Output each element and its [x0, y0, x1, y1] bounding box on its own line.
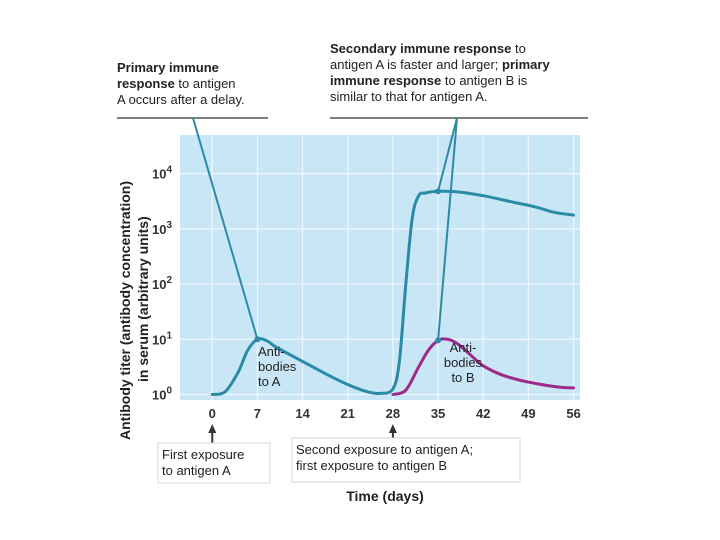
leader-dot-0 [254, 336, 261, 343]
series-label-0-line-2: to A [258, 374, 281, 389]
leader-line-0 [192, 117, 259, 340]
series-line-antibodies-to-b [391, 337, 575, 396]
annotations: Primary immune response to antigen A occur… [117, 41, 588, 344]
series-label-0-line-0: Anti- [258, 344, 285, 359]
exposure-caption-1-line-1: first exposure to antigen B [296, 458, 447, 473]
leader-dot-1 [435, 188, 442, 195]
series-label-1-line-2: to B [451, 370, 474, 385]
y-tick-label-3: 103 [152, 220, 172, 237]
x-tick-label-56: 56 [566, 406, 580, 421]
x-tick-label-14: 14 [295, 406, 310, 421]
annotation-primary-peak: Primary immune response to antigen A occur… [117, 60, 245, 107]
x-tick-label-7: 7 [254, 406, 261, 421]
series-label-0-line-1: bodies [258, 359, 297, 374]
leader-line-1 [437, 117, 458, 192]
exposure-arrow-head-0 [208, 424, 217, 433]
leader-line-1b [437, 117, 458, 341]
y-axis-label-line2: in serum (arbitrary units) [135, 216, 151, 382]
exposure-caption-1-line-0: Second exposure to antigen A; [296, 442, 473, 457]
y-tick-label-0: 100 [152, 385, 172, 402]
y-tick-label-4: 104 [152, 165, 172, 182]
x-tick-label-49: 49 [521, 406, 535, 421]
plot-area [180, 135, 580, 400]
axis-ticks: 0 7 14 21 28 35 42 49 56 100 101 102 103 104 [152, 165, 581, 421]
y-axis-label-line1: Antibody titer (antibody concentration) [117, 181, 133, 440]
y-tick-label-2: 102 [152, 275, 172, 292]
exposure-caption-box-0 [157, 442, 271, 484]
x-tick-label-35: 35 [431, 406, 445, 421]
gridlines [180, 135, 580, 400]
exposure-caption-0-line-0: First exposure [162, 447, 244, 462]
series-label-1-line-1: bodies [444, 355, 483, 370]
x-axis-label: Time (days) [346, 488, 424, 504]
exposure-caption-0-line-1: to antigen A [162, 463, 231, 478]
annotation-secondary-peak: Secondary immune response to antigen A is… [330, 41, 550, 104]
exposure-caption-box-1 [291, 437, 521, 483]
series-label-1-line-0: Anti- [450, 340, 477, 355]
y-tick-label-1: 101 [152, 330, 172, 347]
x-tick-label-42: 42 [476, 406, 490, 421]
leader-dot-1b [435, 337, 442, 344]
x-tick-label-28: 28 [386, 406, 400, 421]
axis-labels: Antibody titer (antibody concentration) … [117, 181, 424, 504]
x-tick-label-21: 21 [341, 406, 355, 421]
x-tick-label-0: 0 [209, 406, 216, 421]
exposure-arrow-head-1 [388, 424, 397, 433]
